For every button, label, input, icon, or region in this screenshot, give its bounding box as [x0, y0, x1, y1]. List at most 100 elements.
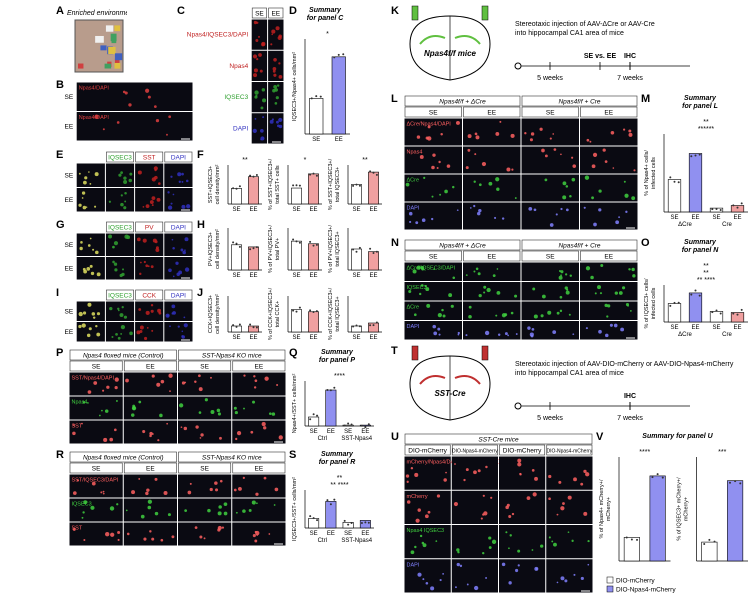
cell-signal — [629, 310, 632, 312]
data-point — [708, 538, 711, 541]
cell-signal — [475, 267, 479, 271]
cell-signal — [455, 120, 460, 125]
cell-signal — [423, 176, 426, 179]
cell-signal — [560, 274, 562, 277]
cell-signal — [571, 177, 576, 182]
cell-signal — [510, 133, 515, 138]
micrograph-image — [178, 498, 232, 522]
column-header: SE — [200, 364, 209, 371]
cell-signal — [273, 504, 276, 506]
micrograph-image — [178, 522, 232, 546]
y-axis-label: total PV+ — [275, 238, 281, 260]
cell-signal — [178, 180, 181, 183]
x-tick-label: EE — [249, 207, 257, 213]
y-axis-label: IQSEC3+/Npas4+ cells/mm² — [292, 52, 298, 121]
row-label: SST — [72, 424, 83, 430]
cell-signal — [253, 20, 258, 25]
cell-signal — [415, 518, 420, 523]
column-header-box — [546, 444, 593, 456]
column-header: SE — [429, 254, 438, 261]
row-label: Npas4 — [407, 150, 423, 156]
data-point — [732, 312, 735, 315]
cell-signal — [118, 173, 122, 177]
cell-signal — [514, 294, 518, 298]
group-label: SST-Npas4 — [341, 538, 372, 544]
cell-signal — [425, 581, 429, 585]
bar — [291, 240, 302, 271]
bar — [248, 325, 259, 333]
cell-signal — [597, 285, 601, 290]
cell-signal — [114, 377, 119, 382]
cell-signal — [551, 540, 554, 543]
cell-signal — [480, 517, 483, 520]
cell-signal — [83, 180, 87, 185]
column-header: SE — [429, 110, 438, 117]
data-point — [358, 246, 361, 249]
panel-letter: P — [56, 347, 63, 359]
cell-signal — [604, 160, 608, 163]
cell-signal — [580, 576, 584, 581]
column-header: SE — [200, 466, 209, 473]
micrograph-image — [135, 188, 164, 212]
cell-signal — [186, 204, 191, 209]
cell-signal — [548, 474, 552, 479]
micrograph-image — [580, 301, 638, 320]
cell-signal — [218, 505, 222, 509]
cell-signal — [169, 325, 171, 328]
micrograph-image — [232, 372, 286, 396]
cell-signal — [216, 408, 221, 413]
cell-signal — [432, 153, 436, 157]
micrograph-image — [499, 525, 546, 559]
cell-signal — [125, 509, 128, 512]
timeline-label: 5 weeks — [537, 415, 563, 422]
cell-signal — [548, 536, 551, 539]
panel-letter: K — [391, 5, 399, 17]
data-point — [690, 155, 693, 158]
x-tick-label: EE — [733, 325, 741, 331]
cell-signal — [633, 169, 636, 172]
cell-signal — [95, 250, 99, 255]
cell-signal — [189, 482, 192, 485]
cell-signal — [195, 425, 199, 429]
bar — [351, 184, 362, 205]
cell-signal — [584, 175, 590, 180]
cell-signal — [519, 472, 522, 476]
data-point — [326, 389, 329, 392]
data-point — [715, 207, 718, 210]
cell-signal — [156, 197, 161, 202]
cell-signal — [625, 210, 628, 214]
cell-signal — [490, 496, 493, 499]
x-tick-label: SE — [352, 207, 360, 213]
micrograph-image — [463, 321, 521, 340]
cell-signal — [147, 505, 152, 510]
cell-signal — [531, 549, 534, 551]
data-point — [352, 325, 355, 328]
cell-signal — [410, 550, 415, 555]
cell-signal — [144, 336, 148, 341]
panel-letter: L — [391, 93, 398, 105]
panel: B Npas4/DAPI SE Npas4/DAPI EE — [56, 79, 193, 141]
cell-signal — [565, 208, 569, 212]
column-header-box — [178, 360, 232, 372]
micrograph-image — [463, 282, 521, 301]
cell-signal — [485, 576, 488, 579]
data-point — [238, 185, 241, 188]
cell-signal — [129, 172, 133, 176]
data-point — [369, 247, 372, 250]
cell-signal — [605, 333, 609, 338]
toy — [114, 53, 123, 61]
cell-signal — [262, 116, 265, 119]
group-header: SST-Cre mice — [478, 437, 519, 444]
cell-signal — [166, 422, 169, 425]
x-tick-label: SE — [232, 273, 240, 279]
toy — [114, 62, 121, 69]
cell-signal — [115, 333, 118, 336]
cell-signal — [112, 245, 115, 249]
cell-signal — [184, 267, 190, 272]
column-header: EE — [146, 364, 155, 371]
micrograph-image — [546, 456, 593, 490]
micrograph-image — [580, 262, 638, 281]
cell-signal — [199, 437, 202, 439]
cell-signal — [72, 431, 76, 436]
cell-signal — [90, 505, 95, 510]
